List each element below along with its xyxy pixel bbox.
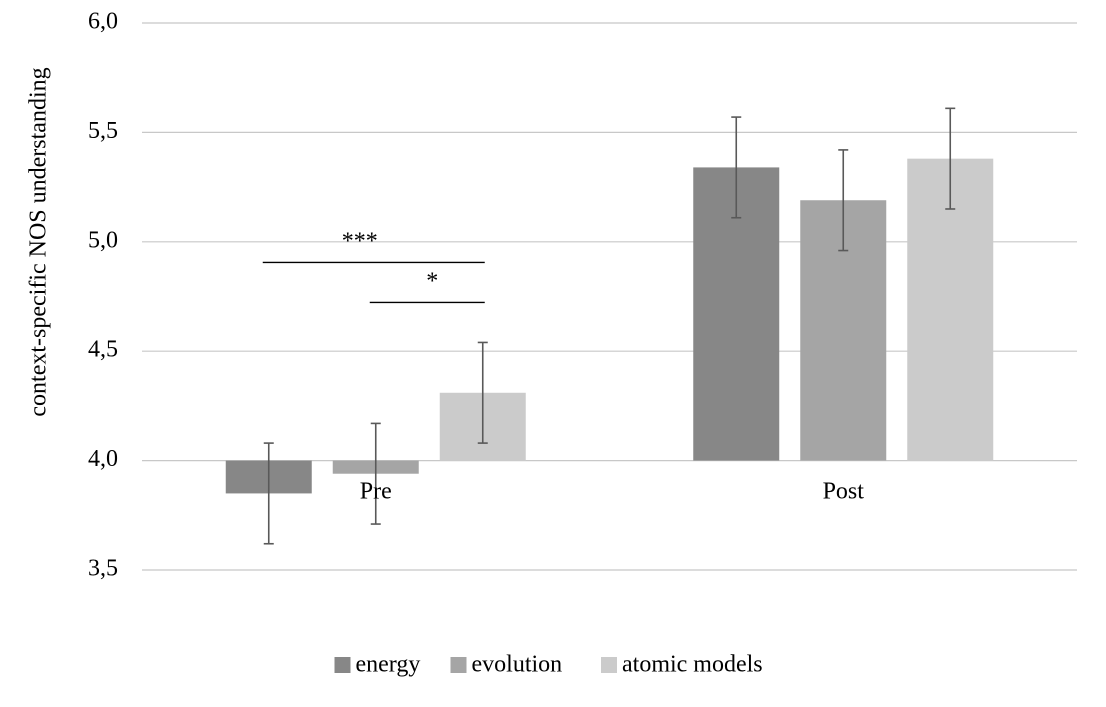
y-tick-label: 5,0 — [88, 227, 118, 253]
legend-swatch — [601, 657, 617, 673]
category-labels: Pre Post — [360, 479, 865, 505]
significance-label: *** — [342, 228, 378, 254]
y-tick-labels: 3,5 4,0 4,5 5,0 5,5 6,0 — [88, 9, 118, 582]
legend-label: atomic models — [622, 652, 763, 678]
significance-annotations: **** — [262, 228, 485, 304]
bars — [225, 158, 994, 494]
error-bars — [263, 107, 956, 545]
significance-label: * — [426, 268, 438, 294]
category-label: Post — [823, 479, 865, 505]
y-tick-label: 4,0 — [88, 446, 118, 472]
y-axis-title: context-specific NOS understanding — [26, 67, 52, 416]
y-tick-label: 3,5 — [88, 556, 118, 582]
legend: energy evolution atomic models — [334, 652, 763, 678]
legend-swatch — [450, 657, 467, 673]
legend-swatch — [334, 657, 351, 673]
legend-label: energy — [356, 652, 421, 678]
legend-label: evolution — [472, 652, 563, 678]
y-tick-label: 5,5 — [88, 118, 118, 144]
category-label: Pre — [360, 479, 392, 505]
y-tick-label: 6,0 — [88, 9, 118, 35]
y-tick-label: 4,5 — [88, 337, 118, 363]
